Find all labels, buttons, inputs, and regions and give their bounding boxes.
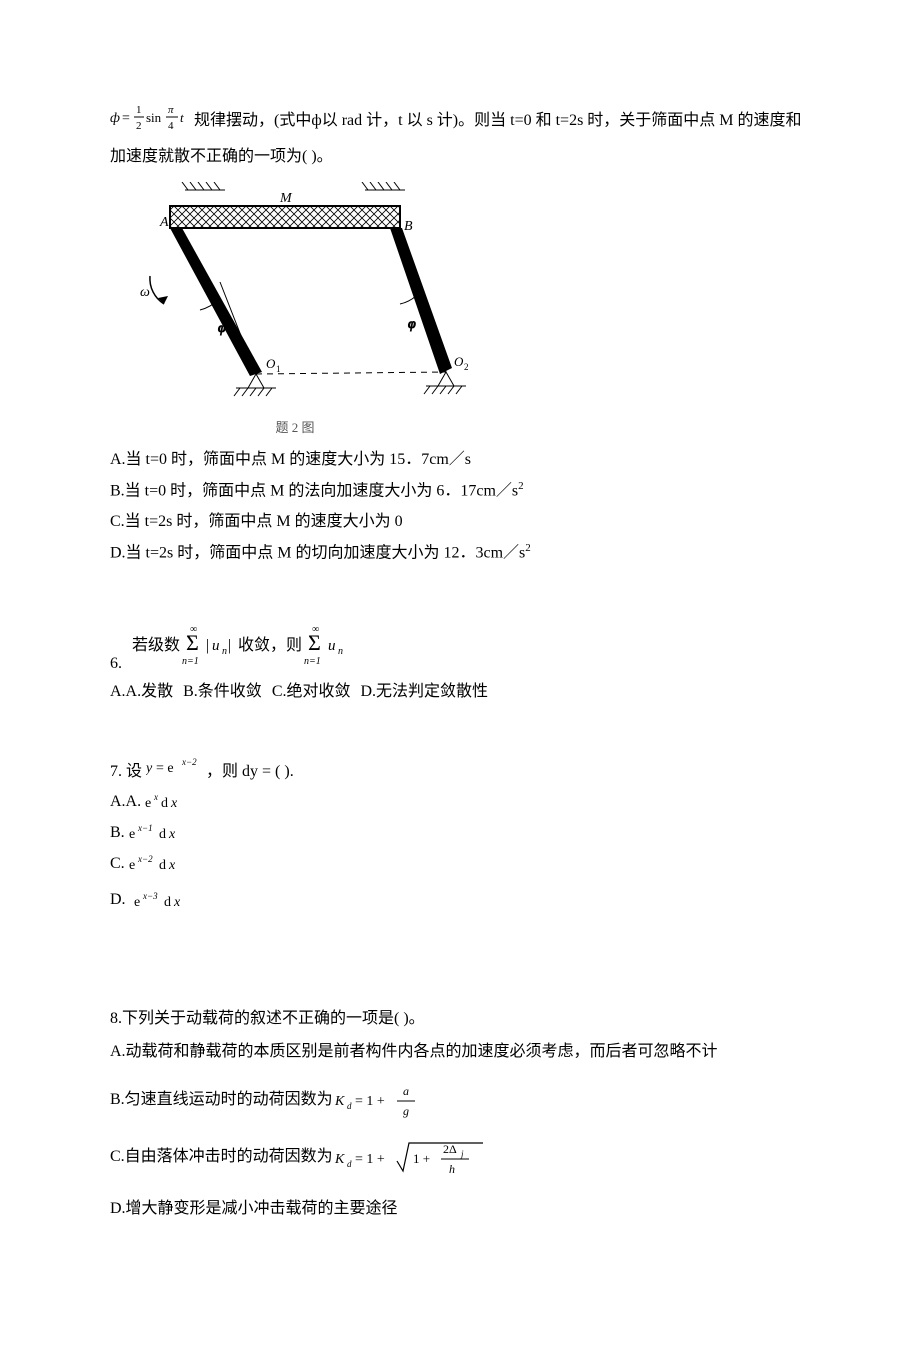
svg-text:d: d (159, 858, 166, 873)
q8-b-formula: Kd = 1 + a g (333, 1081, 433, 1121)
svg-text:a: a (403, 1084, 409, 1098)
q5-fig-caption: 题 2 图 (110, 416, 480, 439)
svg-text:g: g (403, 1104, 409, 1118)
svg-text:若级数: 若级数 (132, 636, 180, 654)
svg-text:sin: sin (146, 110, 162, 125)
question-6: 6. 若级数 ∞ Σ n=1 | u n | 收敛，则 ∞ Σ n=1 u n … (110, 618, 810, 708)
svg-text:O: O (266, 356, 276, 371)
svg-text:e: e (145, 796, 151, 811)
svg-text:Σ: Σ (308, 630, 321, 655)
q8-option-a: A.动载荷和静载荷的本质区别是前者构件内各点的加速度必须考虑，而后者可忽略不计 (110, 1038, 810, 1067)
svg-text:x: x (170, 796, 178, 811)
svg-text:π: π (168, 104, 174, 116)
svg-text:ф: ф (110, 111, 120, 126)
q6-option-d: D.无法判定敛散性 (361, 683, 489, 700)
svg-text:2: 2 (136, 120, 142, 132)
q8-stem: 8.下列关于动载荷的叙述不正确的一项是( )。 (110, 1005, 810, 1034)
q7-stem: 7. 设 y= ex−2 ，则 dy = ( ). (110, 757, 810, 788)
svg-text:x: x (168, 858, 176, 873)
svg-text:x: x (168, 827, 176, 842)
q7-option-d: D. ex−3dx (110, 886, 810, 915)
svg-text:n: n (338, 646, 343, 657)
q8-c-formula: Kd = 1 + 1 + 2Δj h (333, 1135, 493, 1181)
q7-stem-eq: y= ex−2 (146, 764, 206, 781)
q6-formula: 若级数 ∞ Σ n=1 | u n | 收敛，则 ∞ Σ n=1 u n (128, 618, 388, 679)
question-5: ф = 1 2 sin π 4 t 规律摆动，(式中ф以 rad 计，t 以 s… (110, 100, 810, 568)
svg-text:x−2: x−2 (181, 757, 197, 767)
svg-text:=: = (122, 111, 130, 126)
svg-text:d: d (347, 1159, 352, 1169)
svg-text:ω: ω (140, 285, 150, 300)
svg-text:d: d (159, 827, 166, 842)
svg-text:4: 4 (168, 120, 174, 132)
question-8: 8.下列关于动载荷的叙述不正确的一项是( )。 A.动载荷和静载荷的本质区别是前… (110, 1005, 810, 1223)
svg-text:d: d (161, 796, 168, 811)
q6-option-b: B.条件收敛 (183, 683, 262, 700)
svg-text:h: h (449, 1162, 455, 1176)
svg-text:收敛，则: 收敛，则 (238, 636, 302, 654)
svg-text:Σ: Σ (186, 630, 199, 655)
svg-text:x−1: x−1 (137, 824, 153, 833)
q5-figure: M A B φ φ ω O1 O2 (110, 182, 810, 440)
svg-text:B: B (404, 219, 413, 234)
q5-option-b: B.当 t=0 时，筛面中点 M 的法向加速度大小为 6．17cm／s2 (110, 477, 810, 506)
svg-text:M: M (279, 191, 293, 206)
svg-text:x−3: x−3 (142, 892, 158, 901)
svg-text:e: e (129, 827, 135, 842)
q8-option-d: D.增大静变形是减小冲击载荷的主要途径 (110, 1195, 810, 1224)
svg-text:= e: = e (156, 761, 174, 776)
q6-option-a: A.A.发散 (110, 683, 173, 700)
q5-option-a: A.当 t=0 时，筛面中点 M 的速度大小为 15．7cm／s (110, 446, 810, 475)
svg-text:j: j (460, 1149, 464, 1159)
svg-text:u: u (328, 638, 336, 654)
svg-text:1: 1 (276, 364, 281, 374)
q5-intro-tail: 规律摆动，(式中ф以 rad 计，t 以 s 计)。则当 t=0 和 t=2s … (110, 112, 802, 165)
question-7: 7. 设 y= ex−2 ，则 dy = ( ). A.A. exdx B. e… (110, 757, 810, 915)
svg-text:1: 1 (136, 104, 142, 116)
svg-text:= 1 +: = 1 + (355, 1094, 385, 1109)
q7-option-c: C. ex−2dx (110, 850, 810, 879)
q8-option-b: B.匀速直线运动时的动荷因数为 Kd = 1 + a g (110, 1081, 810, 1121)
svg-text:e: e (134, 895, 140, 910)
svg-text:y: y (146, 761, 153, 776)
svg-text:|: | (228, 637, 231, 654)
svg-text:x: x (153, 793, 158, 802)
svg-text:d: d (164, 895, 171, 910)
q5-option-d: D.当 t=2s 时，筛面中点 M 的切向加速度大小为 12．3cm／s2 (110, 539, 810, 568)
q6-number: 6. (110, 650, 122, 679)
svg-text:u: u (212, 638, 220, 654)
svg-text:2Δ: 2Δ (443, 1142, 457, 1156)
q7-option-b: B. ex−1dx (110, 819, 810, 848)
q5-option-c: C.当 t=2s 时，筛面中点 M 的速度大小为 0 (110, 508, 810, 537)
svg-text:n=1: n=1 (182, 656, 199, 667)
svg-text:d: d (347, 1101, 352, 1111)
svg-text:x: x (173, 895, 181, 910)
svg-text:1 +: 1 + (413, 1151, 430, 1166)
q6-stem-line: 6. 若级数 ∞ Σ n=1 | u n | 收敛，则 ∞ Σ n=1 u n (110, 618, 810, 679)
q5-stem: ф = 1 2 sin π 4 t 规律摆动，(式中ф以 rad 计，t 以 s… (110, 100, 810, 172)
svg-text:φ: φ (408, 317, 416, 332)
q6-options: A.A.发散 B.条件收敛 C.绝对收敛 D.无法判定敛散性 (110, 678, 810, 707)
formula-phi: ф = 1 2 sin π 4 t (110, 119, 194, 136)
q6-option-c: C.绝对收敛 (272, 683, 351, 700)
svg-text:x−2: x−2 (137, 855, 153, 864)
svg-text:2: 2 (464, 362, 469, 372)
q8-option-c: C.自由落体冲击时的动荷因数为 Kd = 1 + 1 + 2Δj h (110, 1135, 810, 1181)
svg-text:t: t (180, 110, 184, 125)
svg-text:|: | (206, 637, 209, 654)
svg-text:= 1 +: = 1 + (355, 1152, 385, 1167)
svg-text:φ: φ (218, 321, 226, 336)
q7-option-a: A.A. exdx (110, 788, 810, 817)
svg-text:n: n (222, 646, 227, 657)
svg-text:n=1: n=1 (304, 656, 321, 667)
svg-text:K: K (334, 1094, 345, 1109)
svg-text:e: e (129, 858, 135, 873)
q7-number: 7. (110, 763, 122, 780)
svg-text:O: O (454, 354, 464, 369)
svg-text:A: A (159, 215, 169, 230)
svg-text:K: K (334, 1152, 345, 1167)
